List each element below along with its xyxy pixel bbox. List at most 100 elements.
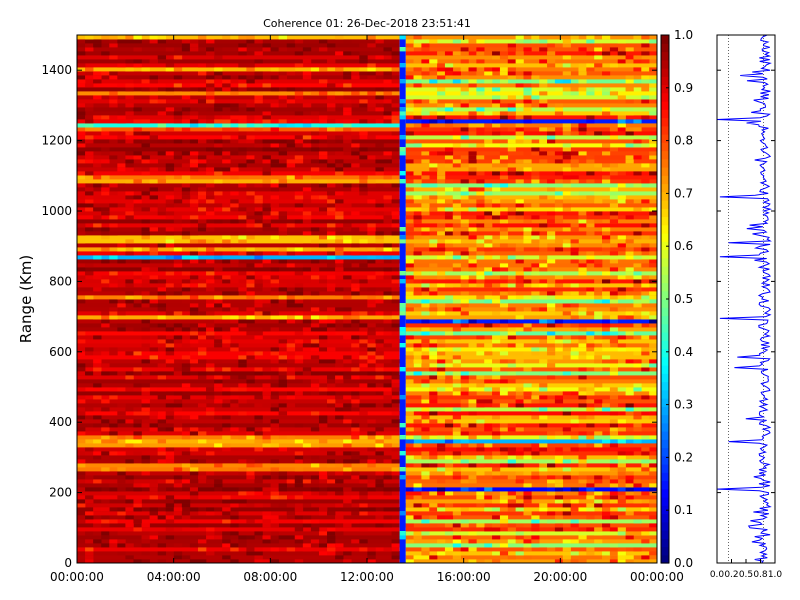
heatmap-cell xyxy=(367,555,376,560)
heatmap-row xyxy=(77,555,400,560)
heatmap-cell xyxy=(429,347,438,352)
heatmap-cell xyxy=(230,91,239,96)
heatmap-cell xyxy=(85,47,94,52)
heatmap-cell xyxy=(343,487,352,492)
heatmap-cell xyxy=(492,67,501,72)
heatmap-cell xyxy=(141,559,150,564)
heatmap-cell xyxy=(206,99,215,104)
heatmap-cell xyxy=(413,291,422,296)
colorbar-tick-label: 0.7 xyxy=(674,186,693,200)
heatmap-cell xyxy=(109,255,118,260)
heatmap-cell xyxy=(515,115,524,120)
heatmap-cell xyxy=(507,295,516,300)
heatmap-cell xyxy=(206,123,215,128)
heatmap-cell xyxy=(359,327,368,332)
heatmap-cell xyxy=(484,131,493,136)
heatmap-cell xyxy=(375,311,384,316)
heatmap-cell xyxy=(262,391,271,396)
heatmap-cell xyxy=(327,379,336,384)
heatmap-cell xyxy=(270,143,279,148)
heatmap-cell xyxy=(270,47,279,52)
heatmap-cell xyxy=(625,555,634,560)
heatmap-cell xyxy=(578,215,587,220)
heatmap-cell xyxy=(173,551,183,556)
heatmap-cell xyxy=(523,235,532,240)
heatmap-cell xyxy=(85,35,94,40)
heatmap-cell xyxy=(460,431,469,436)
heatmap-cell xyxy=(413,35,422,40)
heatmap-cell xyxy=(460,487,469,492)
heatmap-cell xyxy=(452,539,461,544)
heatmap-cell xyxy=(270,559,279,564)
heatmap-cell xyxy=(547,43,556,48)
heatmap-cell xyxy=(310,463,320,468)
heatmap-cell xyxy=(367,383,376,388)
heatmap-cell xyxy=(609,315,619,320)
heatmap-cell xyxy=(149,135,158,140)
heatmap-cell xyxy=(278,247,288,252)
heatmap-cell xyxy=(531,347,540,352)
heatmap-row xyxy=(77,379,400,384)
heatmap-cell xyxy=(254,335,263,340)
heatmap-cell xyxy=(460,163,469,168)
heatmap-cell xyxy=(429,99,438,104)
heatmap-cell xyxy=(286,87,296,92)
heatmap-cell xyxy=(157,491,167,496)
heatmap-cell xyxy=(444,123,454,128)
heatmap-cell xyxy=(141,219,150,224)
heatmap-cell xyxy=(141,343,150,348)
heatmap-cell xyxy=(359,335,368,340)
heatmap-cell xyxy=(413,443,422,448)
heatmap-cell xyxy=(633,479,642,484)
heatmap-cell xyxy=(125,515,134,520)
heatmap-cell xyxy=(609,187,619,192)
heatmap-cell xyxy=(547,87,556,92)
heatmap-cell xyxy=(602,355,611,360)
heatmap-cell xyxy=(405,343,414,348)
heatmap-cell xyxy=(539,435,548,440)
heatmap-cell xyxy=(421,203,430,208)
heatmap-cell xyxy=(375,95,384,100)
heatmap-cell xyxy=(189,255,199,260)
heatmap-cell xyxy=(492,543,501,548)
heatmap-cell xyxy=(609,259,619,264)
colorbar-segment xyxy=(661,497,669,506)
heatmap-cell xyxy=(206,299,215,304)
heatmap-cell xyxy=(278,487,288,492)
heatmap-row xyxy=(77,447,400,452)
heatmap-cell xyxy=(214,447,223,452)
heatmap-cell xyxy=(359,323,368,328)
heatmap-cell xyxy=(375,235,384,240)
heatmap-cell xyxy=(117,303,126,308)
heatmap-cell xyxy=(77,139,86,144)
heatmap-cell xyxy=(375,327,384,332)
heatmap-cell xyxy=(214,299,223,304)
heatmap-cell xyxy=(437,303,446,308)
heatmap-row xyxy=(405,371,657,376)
colorbar-segment xyxy=(661,43,669,53)
heatmap-cell xyxy=(165,199,175,204)
heatmap-cell xyxy=(531,475,540,480)
heatmap-cell xyxy=(254,91,263,96)
heatmap-cell xyxy=(367,223,376,228)
heatmap-cell xyxy=(141,259,150,264)
heatmap-cell xyxy=(327,263,336,268)
heatmap-cell xyxy=(617,315,626,320)
heatmap-cell xyxy=(484,443,493,448)
heatmap-cell xyxy=(586,119,595,124)
heatmap-cell xyxy=(149,367,158,372)
heatmap-cell xyxy=(206,95,215,100)
heatmap-cell xyxy=(302,47,312,52)
heatmap-cell xyxy=(181,415,191,420)
heatmap-cell xyxy=(125,295,134,300)
heatmap-cell xyxy=(633,363,642,368)
heatmap-cell xyxy=(351,511,360,516)
heatmap-cell xyxy=(413,535,422,540)
heatmap-cell xyxy=(294,359,304,364)
heatmap-cell xyxy=(452,511,461,516)
heatmap-cell xyxy=(468,207,477,212)
heatmap-cell xyxy=(375,439,384,444)
heatmap-cell xyxy=(641,407,650,412)
heatmap-cell xyxy=(507,335,516,340)
heatmap-cell xyxy=(262,463,271,468)
